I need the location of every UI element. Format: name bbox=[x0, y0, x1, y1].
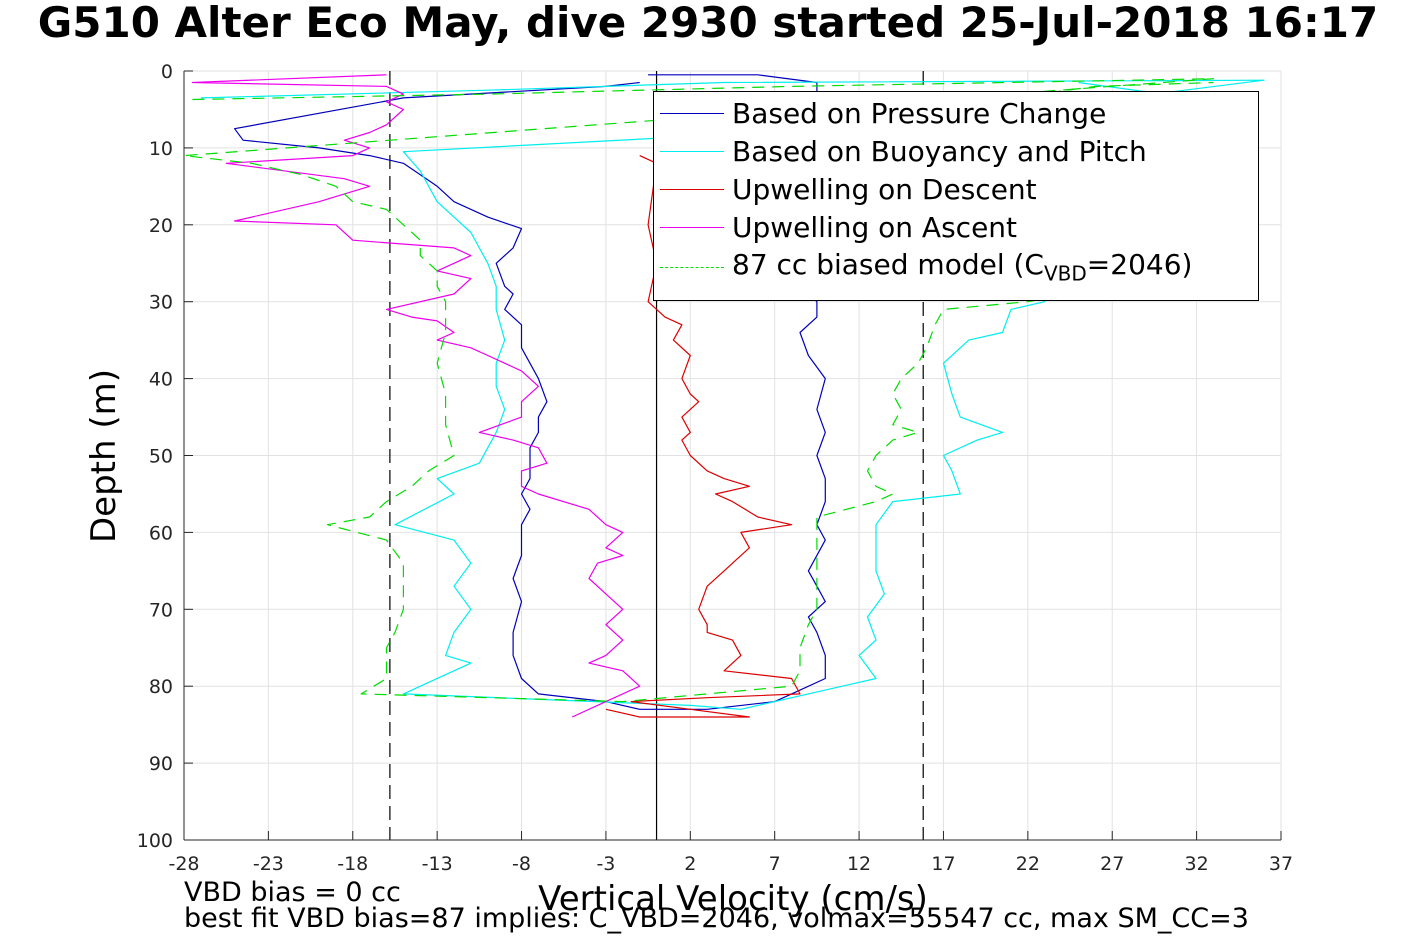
legend: Based on Pressure Change Based on Buoyan… bbox=[653, 91, 1259, 301]
x-tick-label: 22 bbox=[1016, 853, 1040, 875]
legend-label: Based on Pressure Change bbox=[732, 96, 1107, 130]
legend-label: 87 cc biased model (CVBD=2046) bbox=[732, 248, 1192, 286]
y-axis-label: Depth (m) bbox=[84, 368, 124, 544]
series-line bbox=[234, 74, 826, 710]
vbd-bias-note: VBD bias = 0 cc bbox=[184, 877, 401, 908]
legend-swatch bbox=[660, 112, 724, 114]
legend-label-suffix: =2046) bbox=[1086, 248, 1193, 282]
y-tick-label: 70 bbox=[149, 599, 173, 621]
x-tick-label: -18 bbox=[337, 853, 368, 875]
chart-title: G510 Alter Eco May, dive 2930 started 25… bbox=[37, 0, 1379, 47]
y-tick-label: 50 bbox=[149, 446, 173, 468]
x-tick-label: 37 bbox=[1269, 853, 1293, 875]
y-tick-label: 30 bbox=[149, 292, 173, 314]
y-tick-label: 60 bbox=[149, 522, 173, 544]
x-tick-label: -23 bbox=[253, 853, 284, 875]
legend-item-pressure-change: Based on Pressure Change bbox=[660, 94, 1106, 132]
x-tick-label: -8 bbox=[512, 853, 531, 875]
y-tick-label: 20 bbox=[149, 215, 173, 237]
legend-label: Upwelling on Ascent bbox=[732, 210, 1018, 244]
legend-item-buoyancy-pitch: Based on Buoyancy and Pitch bbox=[660, 132, 1147, 170]
x-tick-label: 32 bbox=[1185, 853, 1209, 875]
x-tick-label: 7 bbox=[769, 853, 781, 875]
x-tick-label: 12 bbox=[847, 853, 871, 875]
x-tick-label: -3 bbox=[596, 853, 615, 875]
legend-swatch bbox=[660, 226, 724, 228]
y-tick-label: 90 bbox=[149, 753, 173, 775]
y-tick-label: 100 bbox=[137, 830, 173, 852]
series-line bbox=[605, 155, 801, 718]
series-line bbox=[200, 79, 1265, 710]
y-tick-label: 10 bbox=[149, 138, 173, 160]
y-tick-label: 80 bbox=[149, 676, 173, 698]
legend-label-prefix: 87 cc biased model (C bbox=[732, 248, 1044, 282]
legend-swatch bbox=[660, 188, 724, 190]
x-tick-label: -28 bbox=[168, 853, 199, 875]
legend-label: Based on Buoyancy and Pitch bbox=[732, 134, 1147, 168]
data-series bbox=[183, 74, 1265, 718]
y-tick-label: 0 bbox=[161, 61, 173, 83]
x-tick-label: -13 bbox=[422, 853, 453, 875]
y-tick-label: 40 bbox=[149, 369, 173, 391]
series-line bbox=[191, 74, 641, 718]
x-tick-label: 17 bbox=[931, 853, 955, 875]
x-axis-label: Vertical Velocity (cm/s) bbox=[538, 879, 928, 919]
x-tick-label: 2 bbox=[684, 853, 696, 875]
legend-swatch bbox=[660, 150, 724, 152]
legend-label: Upwelling on Descent bbox=[732, 172, 1037, 206]
legend-item-upwelling-descent: Upwelling on Descent bbox=[660, 170, 1037, 208]
legend-swatch bbox=[660, 266, 724, 268]
legend-label-subscript: VBD bbox=[1043, 261, 1087, 286]
legend-item-biased-model: 87 cc biased model (CVBD=2046) bbox=[660, 248, 1192, 286]
x-tick-label: 27 bbox=[1100, 853, 1124, 875]
legend-item-upwelling-ascent: Upwelling on Ascent bbox=[660, 208, 1017, 246]
best-fit-note: best fit VBD bias=87 implies: C_VBD=2046… bbox=[184, 903, 1249, 934]
axes: -28 -23 -18 -13 -8 -3 2 7 12 17 22 27 32 370102030405… bbox=[137, 61, 1293, 875]
